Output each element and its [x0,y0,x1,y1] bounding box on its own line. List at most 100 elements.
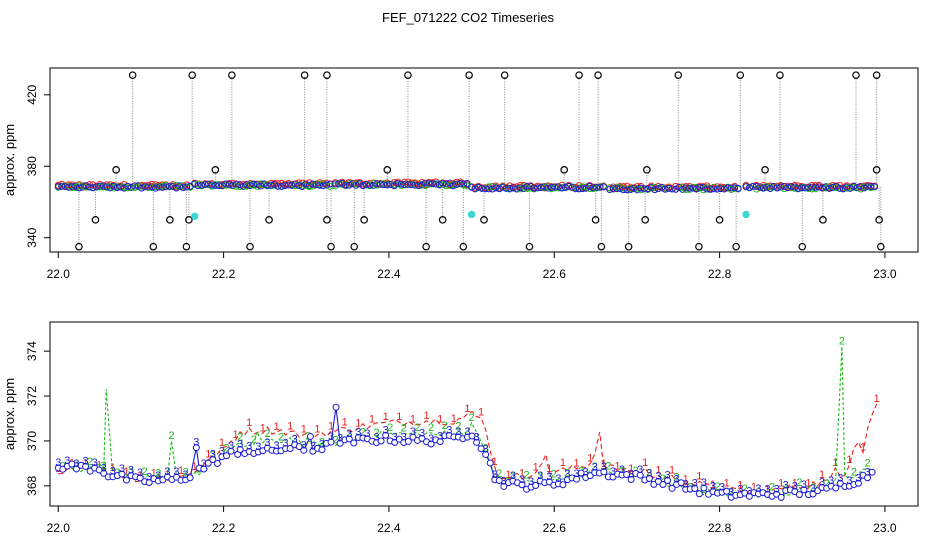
baseline-point [752,182,760,190]
baseline-point [850,182,858,190]
baseline-point [172,182,180,190]
baseline-point [746,184,754,192]
baseline-point [198,181,206,189]
series-point-3 [500,482,508,490]
series-point-3 [236,445,244,453]
outlier-point [188,71,196,79]
series-marker-2: 2 [319,436,325,448]
outlier-point [695,242,703,251]
baseline-point [727,184,735,192]
baseline-point [593,183,601,191]
series-point-3 [691,485,699,493]
baseline-point [706,185,714,193]
series-marker-2: 2 [414,422,420,434]
baseline-point [575,185,583,193]
baseline-point [331,182,339,190]
series-point-3 [623,471,631,479]
baseline-point [777,183,785,191]
baseline-point [456,180,464,188]
baseline-point [720,185,728,193]
outlier-point [128,71,137,79]
outlier-point [300,71,309,79]
baseline-point [58,182,66,190]
baseline-point [75,184,83,192]
series-point-3 [350,439,358,447]
outlier-point [265,216,273,224]
baseline-point [191,180,199,188]
baseline-point [449,182,457,190]
baseline-point [369,179,377,187]
baseline-point [165,182,173,190]
baseline-point [787,183,795,191]
series-marker-3: 3 [410,426,416,438]
baseline-point [805,184,813,192]
baseline-point [397,180,405,188]
baseline-point [794,182,802,190]
series-marker-3: 3 [473,431,479,443]
outlier-point [715,216,724,224]
series-marker-2: 2 [824,478,830,490]
baseline-point [271,181,279,189]
outlier-point [643,166,651,174]
baseline-point [596,183,604,191]
baseline-point [257,182,265,190]
baseline-point [672,185,680,193]
series-marker-1: 1 [369,414,375,426]
series-marker-3: 3 [437,431,443,443]
baseline-point [513,183,521,191]
series-marker-3: 3 [737,484,743,496]
baseline-point [239,180,247,188]
series-point-3 [532,481,540,489]
series-point-3 [377,437,385,445]
baseline-point [506,182,514,190]
series-point-3 [436,438,444,446]
baseline-point [205,180,213,188]
baseline-point [319,182,327,190]
plot-frame [49,321,919,507]
baseline-point [194,182,202,190]
outlier-point [438,216,447,224]
outlier-point [798,242,807,251]
baseline-point [183,183,191,191]
outlier-point [75,242,83,251]
series-marker-3: 3 [837,472,843,484]
series-marker-3: 3 [492,469,498,481]
series-marker-3: 3 [128,465,134,477]
baseline-point [250,180,258,188]
series-marker-2: 2 [264,428,270,440]
baseline-point [513,185,521,193]
series-marker-2: 2 [496,468,502,480]
series-marker-2: 2 [537,471,543,483]
baseline-point [89,181,97,189]
baseline-point [425,179,433,187]
baseline-point [534,184,542,192]
series-marker-2: 2 [728,487,734,499]
outlier-point [228,71,236,79]
series-marker-3: 3 [246,440,252,452]
series-point-3 [518,481,526,489]
baseline-point [506,184,514,192]
series-marker-1: 1 [437,414,443,426]
series-marker-1: 1 [778,478,784,490]
baseline-point [794,184,802,192]
baseline-point [836,184,844,192]
series-marker-3: 3 [546,471,552,483]
series-marker-3: 3 [710,481,716,493]
baseline-point [832,182,840,190]
series-point-3 [409,433,417,441]
series-marker-1: 1 [301,423,307,435]
baseline-point [110,182,118,190]
baseline-point [316,181,324,189]
baseline-point [626,186,634,194]
baseline-point [390,182,398,190]
series-marker-3: 3 [574,468,580,480]
series-marker-3: 3 [664,469,670,481]
series-point-3 [332,403,340,411]
baseline-point [829,184,837,192]
series-marker-3: 3 [637,464,643,476]
x-tick-label: 22.4 [377,521,401,535]
baseline-point [478,184,486,192]
baseline-point [565,182,573,190]
baseline-point [579,185,587,193]
